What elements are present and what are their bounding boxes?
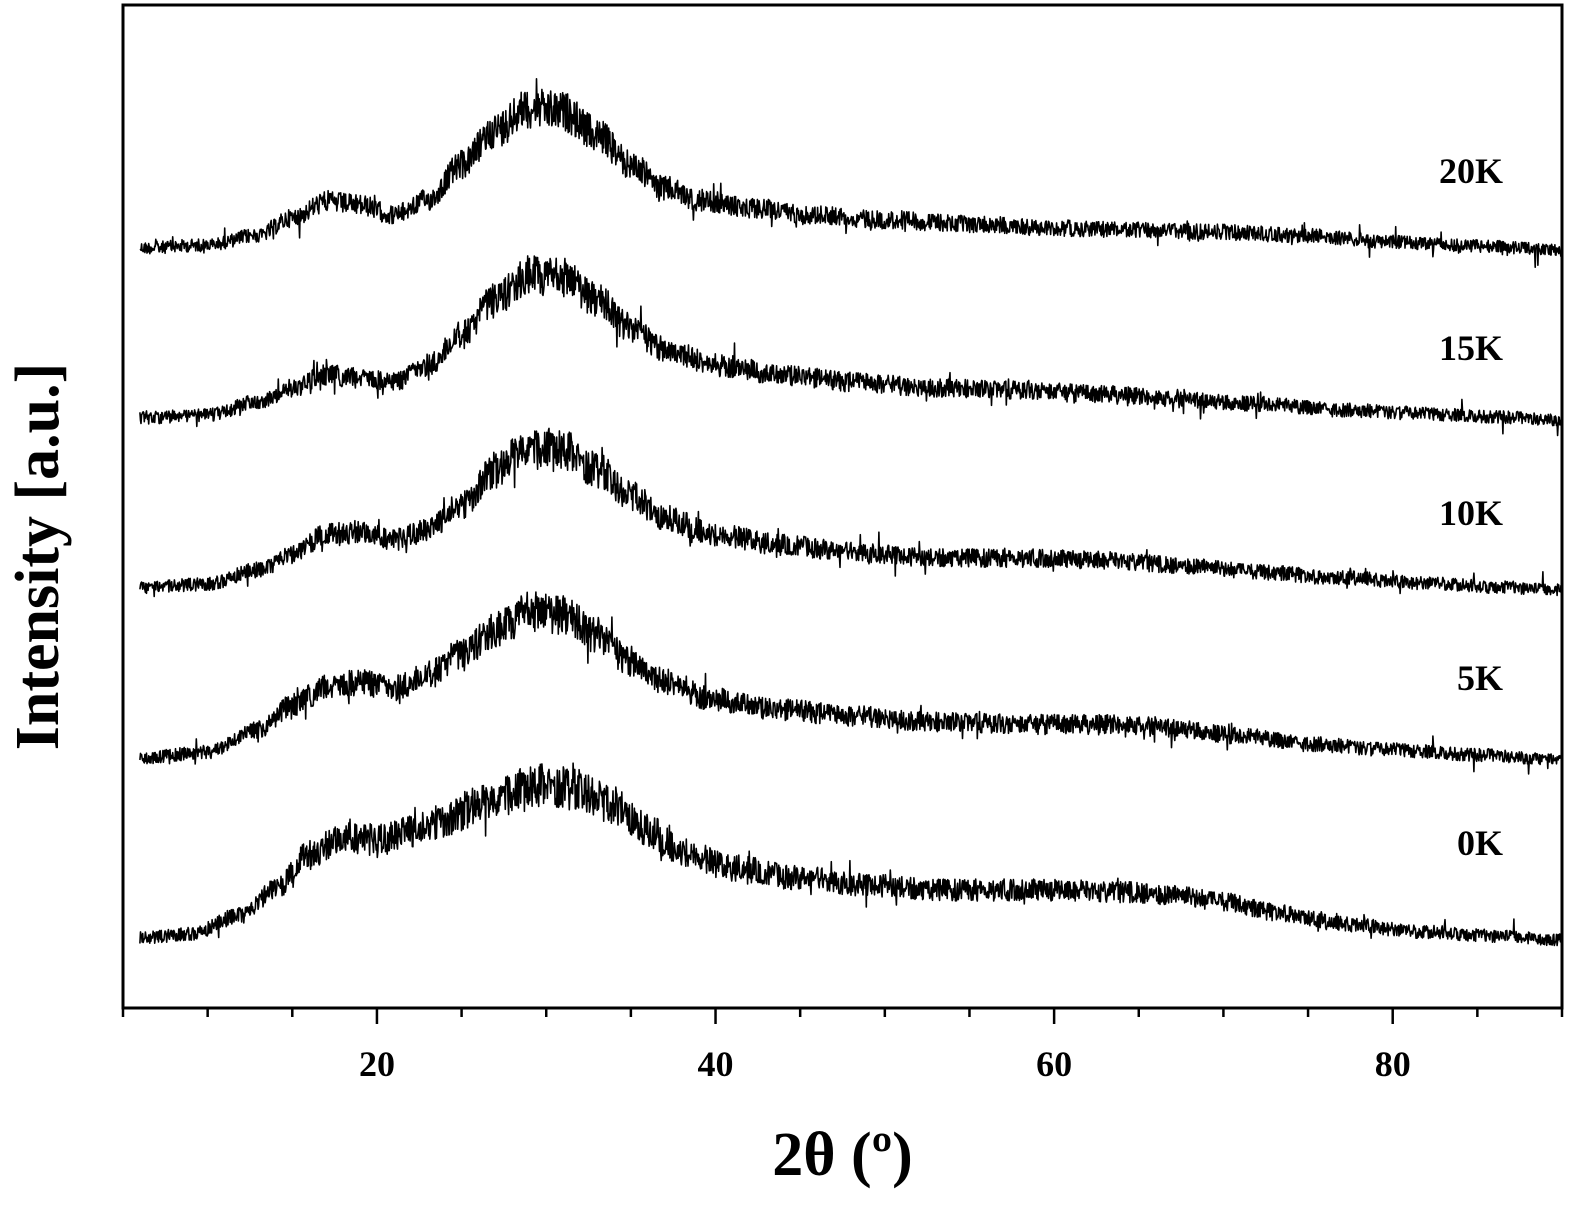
series-group <box>139 78 1563 947</box>
y-axis-label: Intensity [a.u.] <box>4 363 72 751</box>
x-axis-label: 2θ (º) <box>772 1121 913 1189</box>
series-label-20K: 20K <box>1439 151 1503 191</box>
series-line-0K <box>139 762 1563 947</box>
series-line-15K <box>139 255 1563 437</box>
series-label-10K: 10K <box>1439 493 1503 533</box>
x-tick-label: 80 <box>1375 1044 1411 1084</box>
series-line-5K <box>139 591 1563 775</box>
x-tick-label: 20 <box>359 1044 395 1084</box>
series-label-0K: 0K <box>1457 823 1503 863</box>
x-axis-tick-labels: 20 40 60 80 <box>359 1044 1411 1084</box>
x-tick-label: 60 <box>1036 1044 1072 1084</box>
x-axis-ticks <box>121 1008 1564 1024</box>
plot-frame <box>121 3 1564 1010</box>
series-line-10K <box>139 427 1563 598</box>
series-line-20K <box>139 78 1563 268</box>
series-label-5K: 5K <box>1457 658 1503 698</box>
x-tick-label: 40 <box>698 1044 734 1084</box>
series-label-15K: 15K <box>1439 328 1503 368</box>
series-labels: 20K 15K 10K 5K 0K <box>1439 151 1503 863</box>
